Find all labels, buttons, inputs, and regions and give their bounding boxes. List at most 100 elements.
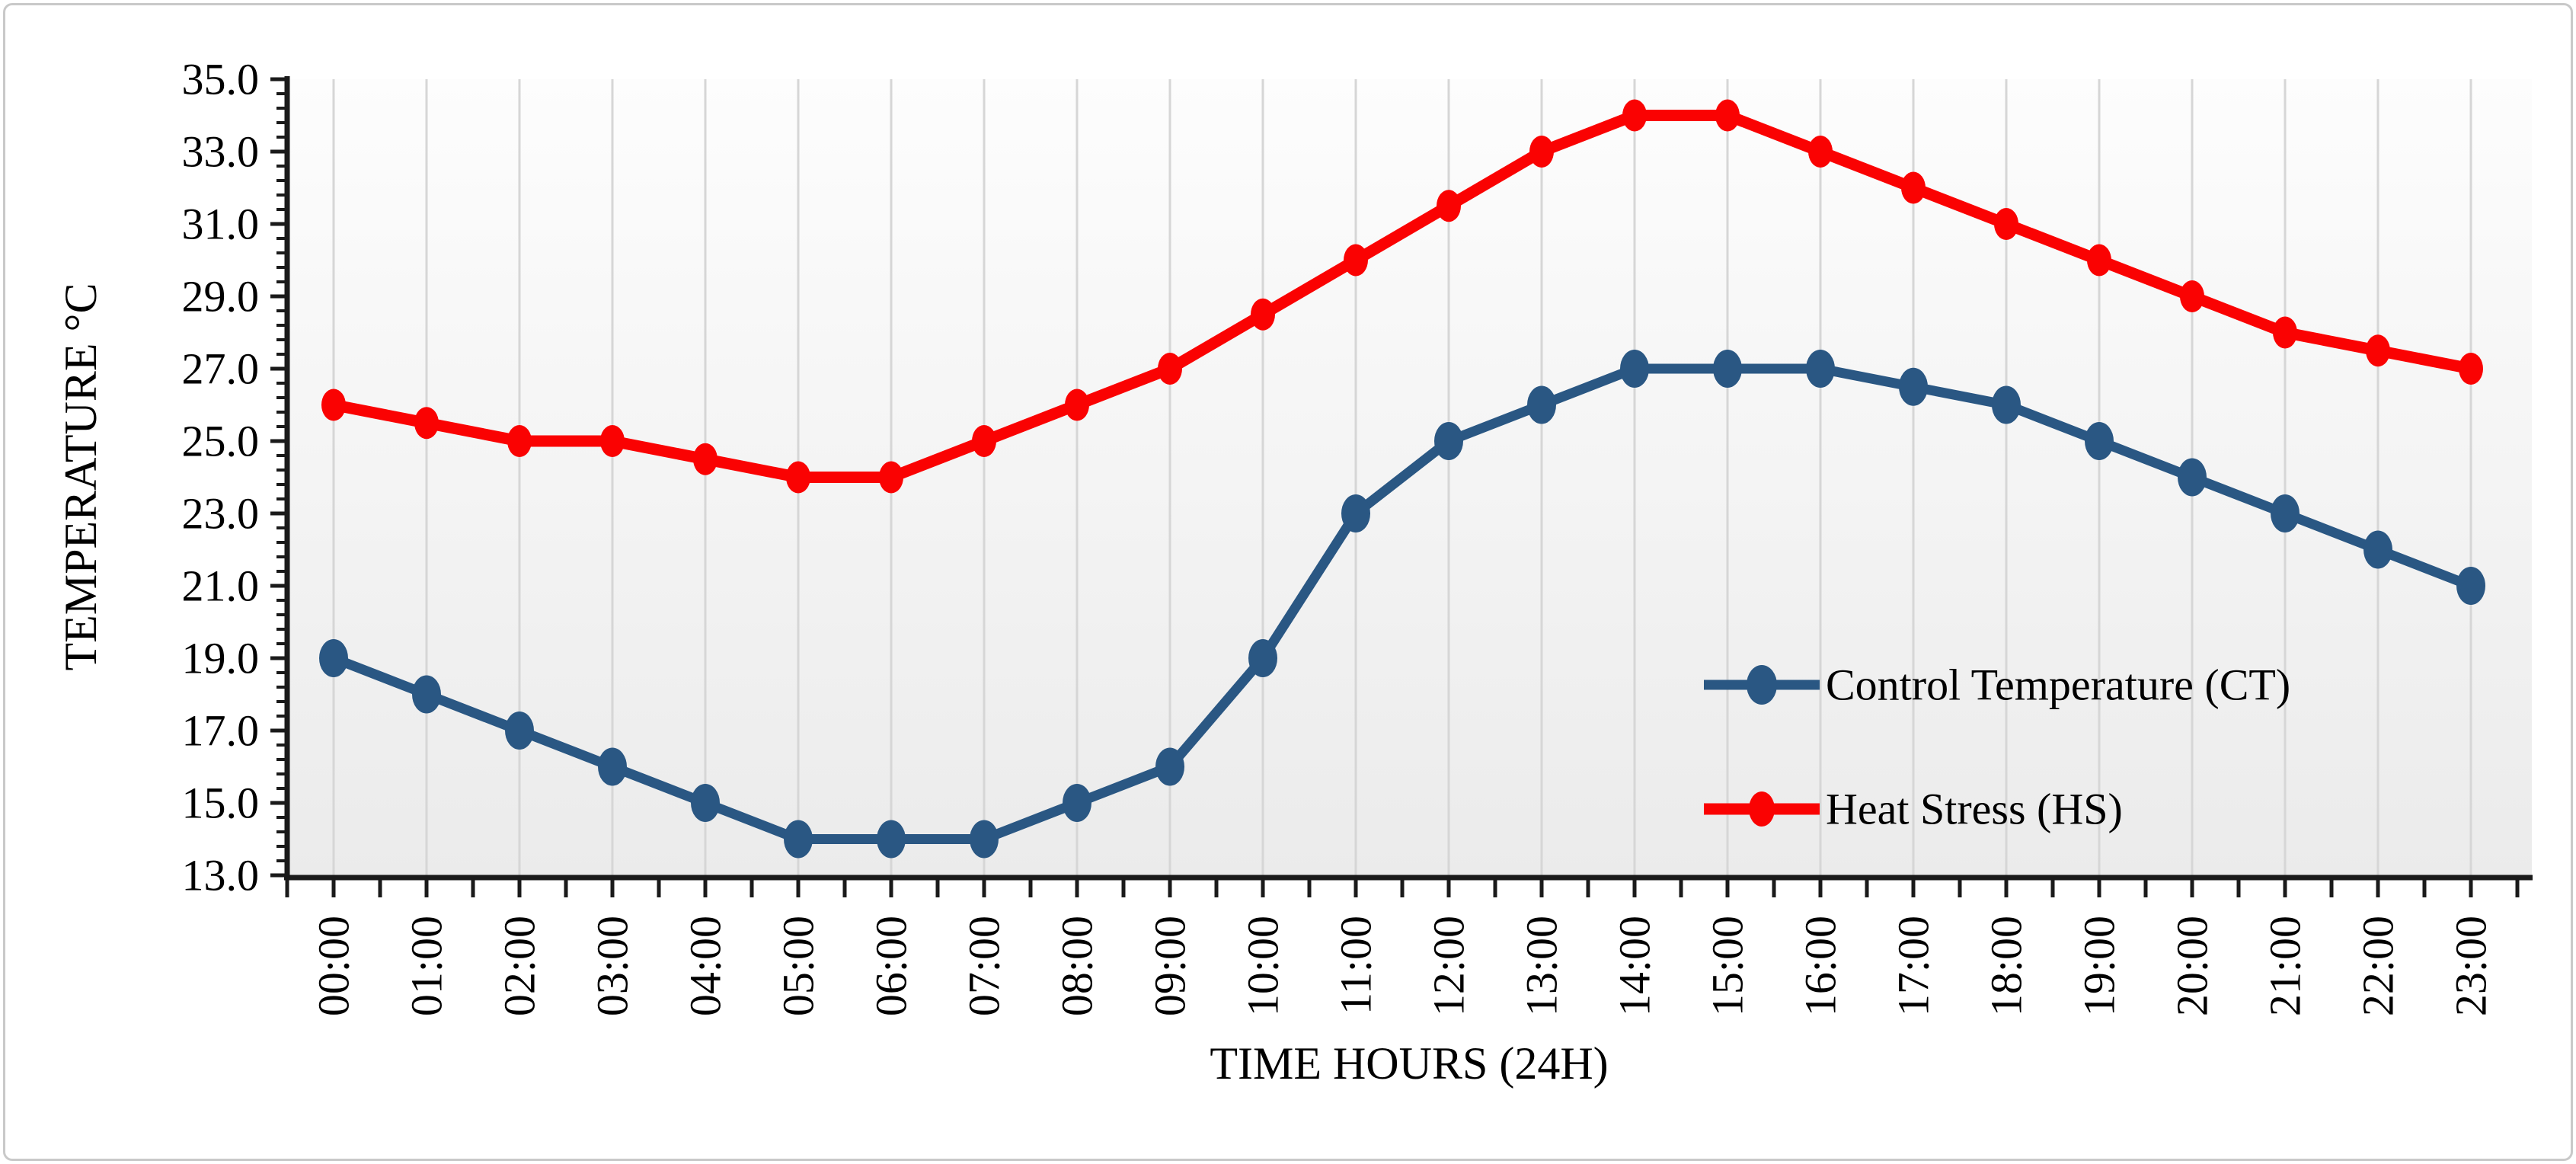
data-point-hs-13:00 bbox=[1529, 136, 1554, 168]
x-tick-label-06:00: 06:00 bbox=[867, 916, 916, 1016]
x-tick-label-12:00: 12:00 bbox=[1424, 916, 1474, 1016]
legend-item-control-temperature: Control Temperature (CT) bbox=[1704, 660, 2290, 710]
y-axis-title: TEMPERATURE °C bbox=[56, 283, 106, 670]
data-point-hs-22:00 bbox=[2366, 334, 2390, 367]
x-axis-ticks bbox=[285, 878, 2520, 897]
y-tick-label-15.0: 15.0 bbox=[182, 779, 260, 828]
data-point-hs-23:00 bbox=[2459, 353, 2483, 385]
legend-marker-hs bbox=[1749, 791, 1775, 827]
line-chart: 13.0 15.0 17.0 19.0 21.0 23.0 25.0 27.0 29.0 31.0… bbox=[56, 55, 2533, 1089]
legend-marker-ct bbox=[1747, 665, 1777, 705]
y-tick-label-25.0: 25.0 bbox=[182, 417, 260, 466]
x-tick-label-19:00: 19:00 bbox=[2075, 916, 2124, 1016]
series-hs bbox=[321, 99, 2483, 494]
x-tick-label-21:00: 21:00 bbox=[2261, 916, 2310, 1016]
x-tick-label-14:00: 14:00 bbox=[1610, 916, 1660, 1016]
data-point-ct-07:00 bbox=[970, 820, 999, 859]
data-point-ct-18:00 bbox=[1992, 385, 2021, 424]
data-point-hs-01:00 bbox=[414, 407, 439, 440]
legend-label-ct: Control Temperature (CT) bbox=[1826, 660, 2290, 710]
data-point-hs-17:00 bbox=[1901, 171, 1926, 204]
y-tick-label-19.0: 19.0 bbox=[182, 634, 260, 683]
data-point-ct-20:00 bbox=[2178, 458, 2207, 497]
data-point-ct-00:00 bbox=[319, 639, 348, 677]
x-tick-label-16:00: 16:00 bbox=[1796, 916, 1846, 1016]
data-point-hs-08:00 bbox=[1065, 389, 1089, 421]
x-tick-label-15:00: 15:00 bbox=[1703, 916, 1753, 1016]
x-tick-label-11:00: 11:00 bbox=[1331, 916, 1381, 1015]
data-point-ct-01:00 bbox=[412, 675, 441, 714]
series-line-ct bbox=[328, 363, 2476, 844]
y-tick-label-21.0: 21.0 bbox=[182, 561, 260, 611]
x-axis-title: TIME HOURS (24H) bbox=[1210, 1038, 1608, 1089]
y-tick-label-23.0: 23.0 bbox=[182, 489, 260, 539]
x-tick-label-01:00: 01:00 bbox=[402, 916, 452, 1016]
data-point-ct-08:00 bbox=[1063, 784, 1091, 822]
data-point-ct-19:00 bbox=[2085, 422, 2114, 460]
data-point-ct-05:00 bbox=[784, 820, 813, 859]
data-point-ct-03:00 bbox=[598, 747, 627, 786]
data-point-ct-06:00 bbox=[877, 820, 906, 859]
x-tick-label-03:00: 03:00 bbox=[588, 916, 638, 1016]
x-tick-label-05:00: 05:00 bbox=[774, 916, 823, 1016]
y-axis-tick-labels: 13.0 15.0 17.0 19.0 21.0 23.0 25.0 27.0 29.0 31.0… bbox=[182, 55, 260, 900]
data-point-hs-02:00 bbox=[507, 425, 532, 457]
x-tick-label-10:00: 10:00 bbox=[1238, 916, 1288, 1016]
y-tick-label-29.0: 29.0 bbox=[182, 272, 260, 321]
x-tick-label-17:00: 17:00 bbox=[1889, 916, 1938, 1016]
data-point-hs-07:00 bbox=[972, 425, 996, 457]
x-tick-label-07:00: 07:00 bbox=[960, 916, 1009, 1016]
data-point-hs-20:00 bbox=[2180, 280, 2204, 312]
data-point-ct-13:00 bbox=[1527, 385, 1556, 424]
series-layer bbox=[319, 99, 2485, 859]
x-tick-label-04:00: 04:00 bbox=[681, 916, 730, 1016]
data-point-ct-22:00 bbox=[2363, 530, 2392, 569]
data-point-ct-21:00 bbox=[2271, 494, 2300, 532]
data-point-hs-10:00 bbox=[1251, 298, 1275, 331]
data-point-hs-11:00 bbox=[1344, 244, 1368, 277]
data-point-hs-05:00 bbox=[786, 461, 810, 494]
data-point-hs-19:00 bbox=[2087, 244, 2111, 277]
data-point-ct-14:00 bbox=[1620, 350, 1649, 388]
x-tick-label-08:00: 08:00 bbox=[1053, 916, 1102, 1016]
x-tick-label-13:00: 13:00 bbox=[1517, 916, 1567, 1016]
data-point-hs-04:00 bbox=[693, 443, 718, 475]
data-point-ct-02:00 bbox=[505, 712, 534, 750]
x-tick-label-20:00: 20:00 bbox=[2168, 916, 2217, 1016]
y-tick-label-13.0: 13.0 bbox=[182, 851, 260, 900]
x-tick-label-02:00: 02:00 bbox=[495, 916, 545, 1016]
data-point-hs-12:00 bbox=[1437, 190, 1461, 222]
data-point-hs-09:00 bbox=[1158, 353, 1182, 385]
y-tick-label-35.0: 35.0 bbox=[182, 55, 260, 104]
data-point-ct-10:00 bbox=[1248, 639, 1277, 677]
legend: Control Temperature (CT) Heat Stress (HS… bbox=[1704, 660, 2290, 834]
data-point-ct-17:00 bbox=[1899, 367, 1928, 406]
x-tick-label-09:00: 09:00 bbox=[1146, 916, 1195, 1016]
figure-frame: 13.0 15.0 17.0 19.0 21.0 23.0 25.0 27.0 29.0 31.0… bbox=[3, 3, 2573, 1161]
y-tick-label-33.0: 33.0 bbox=[182, 127, 260, 177]
data-point-hs-16:00 bbox=[1808, 136, 1833, 168]
data-point-hs-14:00 bbox=[1622, 99, 1647, 132]
legend-item-heat-stress: Heat Stress (HS) bbox=[1704, 785, 2123, 834]
data-point-ct-15:00 bbox=[1713, 350, 1742, 388]
data-point-ct-12:00 bbox=[1434, 422, 1463, 460]
series-line-hs bbox=[328, 110, 2477, 483]
x-tick-label-18:00: 18:00 bbox=[1982, 916, 2031, 1016]
y-tick-label-31.0: 31.0 bbox=[182, 200, 260, 249]
data-point-hs-18:00 bbox=[1994, 208, 2018, 240]
data-point-ct-04:00 bbox=[691, 784, 720, 822]
data-point-ct-16:00 bbox=[1806, 350, 1835, 388]
gridlines bbox=[332, 79, 2472, 875]
legend-label-hs: Heat Stress (HS) bbox=[1826, 785, 2123, 834]
x-tick-label-22:00: 22:00 bbox=[2354, 916, 2403, 1016]
data-point-ct-23:00 bbox=[2456, 567, 2485, 605]
x-tick-label-23:00: 23:00 bbox=[2447, 916, 2496, 1016]
data-point-hs-15:00 bbox=[1715, 99, 1740, 132]
data-point-hs-21:00 bbox=[2273, 316, 2297, 349]
x-axis-tick-labels: 00:00 01:00 02:00 03:00 04:00 05:00 06:00 07:00… bbox=[309, 916, 2496, 1016]
data-point-ct-09:00 bbox=[1155, 747, 1184, 786]
data-point-hs-00:00 bbox=[321, 389, 346, 421]
x-tick-label-00:00: 00:00 bbox=[309, 916, 359, 1016]
data-point-hs-03:00 bbox=[600, 425, 625, 457]
series-ct bbox=[319, 350, 2485, 859]
